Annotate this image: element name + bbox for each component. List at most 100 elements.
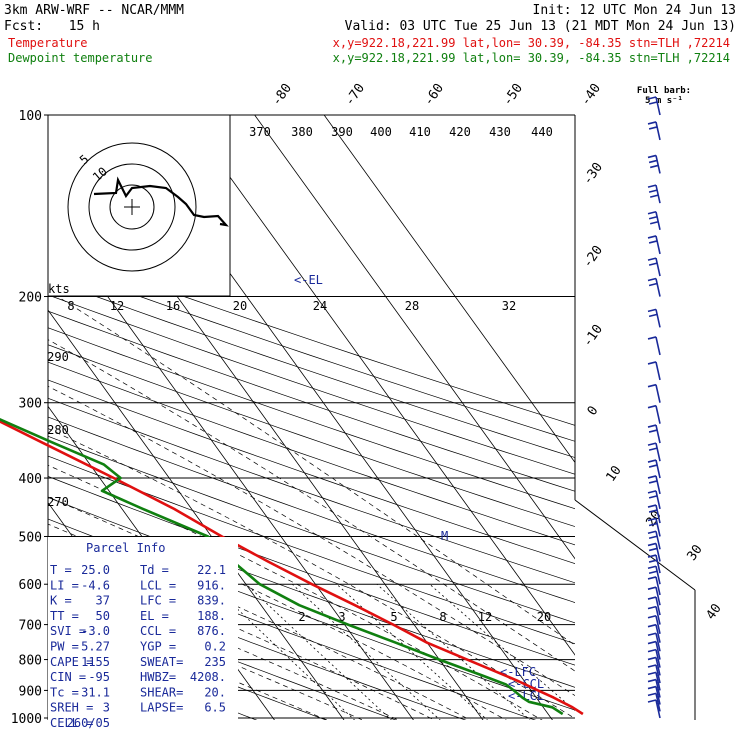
wind-barb [647,442,661,462]
pressure-tick-500: 500 [19,530,42,545]
parcel-info-cell: Tc = [50,685,79,699]
temperature-tick-10: 10 [603,463,624,484]
adiabat-label-420: 420 [449,125,471,139]
parcel-info-cell: 0.2 [204,640,226,654]
mixing-ratio-label-8: 8 [439,610,446,624]
parcel-info-cell: 31.1 [81,685,110,699]
parcel-info-cell: CAPE = [50,655,93,669]
parcel-info-cell: CIN = [50,670,86,684]
temperature-tick--70: -70 [342,81,368,109]
temperature-tick--20: -20 [580,243,606,271]
parcel-info-cell: 876. [197,624,226,638]
dry-adiabat-line [48,294,575,475]
moist-adiabat-line [48,385,575,697]
speed-tick-24: 24 [313,299,327,313]
dry-adiabat-line [48,263,575,442]
parcel-info-cell: 25.0 [81,563,110,577]
dry-adiabat-line [48,278,575,458]
fcst-label: Fcst: [4,19,43,34]
dry-adiabat-line [48,247,575,426]
pressure-tick-1000: 1000 [11,712,42,727]
mixing-ratio-label-3: 3 [338,610,345,624]
parcel-info-cell: T = [50,563,72,577]
adiabat-label-390: 390 [331,125,353,139]
dry-adiabat-line [48,455,575,645]
dry-adiabat-line [48,310,575,492]
parcel-info-cell: YGP = [140,640,176,654]
wind-barb [647,504,661,524]
m-marker: M [441,529,448,543]
dewpoint-legend: Dewpoint temperature [8,51,153,65]
parcel-info-cell: LCL = [140,578,176,592]
dry-adiabat-line [48,397,575,584]
wind-barb [647,615,661,634]
parcel-info-cell: 188. [197,609,226,623]
wind-barb [647,542,661,562]
wind-barb [647,699,661,719]
barb-key-title: Full barb: [637,86,691,96]
hodograph: 5 10 [47,114,231,297]
adiabat-label-group: 370 380 390 400 410 420 430 440 290 280 … [47,125,553,509]
dewpoint-location: x,y=922.18,221.99 lat,lon= 30.39, -84.35… [333,51,730,65]
parcel-info-cell: K = [50,594,72,608]
parcel-info-cell: -3.0 [81,624,110,638]
mixing-ratio-line [429,583,575,711]
mixing-ratio-label-group: 2 3 5 8 12 20 [298,610,551,624]
wind-barb [647,210,661,230]
adiabat-label-380: 380 [291,125,313,139]
dry-adiabat-line [48,476,575,666]
wind-barb [647,565,661,585]
adiabat-label-270: 270 [47,495,69,509]
wind-barb [647,664,661,684]
isotherm-line [184,115,575,656]
wind-barb [647,530,661,550]
dry-adiabat-line [48,612,327,720]
wind-barb [647,184,661,204]
wind-barb [647,257,661,277]
dry-adiabat-line [48,435,575,624]
parcel-info-background [48,537,238,720]
wind-barb [647,96,661,116]
parcel-info-cell: 260/05 [67,716,110,730]
temperature-tick--50: -50 [500,81,526,109]
mixing-ratio-label-12: 12 [478,610,492,624]
parcel-info-cell: SWEAT= [140,655,183,669]
parcel-info-cell: 1155 [81,655,110,669]
adiabat-label-440: 440 [531,125,553,139]
wind-barb [647,121,661,141]
parcel-info-cell: EL = [140,609,169,623]
parcel-info-cell: 3 [103,701,110,715]
temperature-tick--40: -40 [578,81,604,109]
parcel-info-title: Parcel Info [86,541,165,555]
parcel-info-cell: LI = [50,578,79,592]
wind-barb [647,648,661,668]
parcel-info-cell: CCL = [140,624,176,638]
temperature-tick-40: 40 [703,601,724,622]
speed-tick-32: 32 [502,299,516,313]
speed-tick-20: 20 [233,299,247,313]
wind-barb [647,586,661,606]
temperature-tick--80: -80 [269,81,295,109]
wind-barb [647,308,661,328]
parcel-info-cell: LAPSE= [140,701,183,715]
adiabat-label-280: 280 [47,423,69,437]
moist-adiabat-line [48,464,543,720]
init-label: Init: 12 UTC Mon 24 Jun 13 [533,3,737,18]
wind-barb [647,623,661,643]
speed-tick-28: 28 [405,299,419,313]
pressure-tick-300: 300 [19,397,42,412]
pressure-tick-900: 900 [19,684,42,699]
wind-barb [647,154,661,174]
fcst-value: 15 h [69,19,100,34]
adiabat-label-410: 410 [409,125,431,139]
parcel-info-cell: 6.5 [204,701,226,715]
mixing-ratio-label-20: 20 [537,610,551,624]
dewpoint-profile [0,418,564,716]
hodograph-trace [93,176,229,227]
temperature-tick-30: 30 [684,542,705,563]
hodograph-frame [47,114,231,297]
wind-barb [647,459,661,479]
wind-barb [647,361,661,381]
speed-tick-8: 8 [67,299,74,313]
